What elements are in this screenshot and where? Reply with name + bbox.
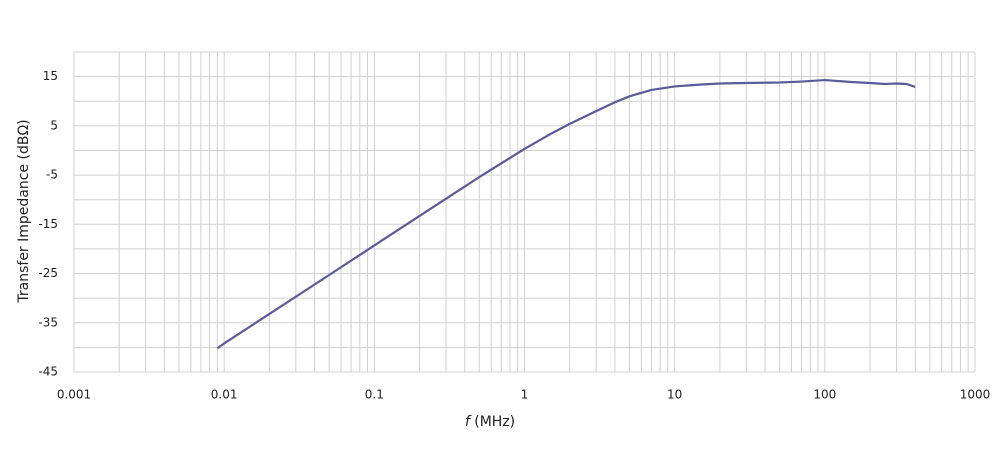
grid [73, 51, 976, 373]
y-tick-label: -35 [38, 315, 58, 329]
x-label-unit: (MHz) [474, 414, 515, 430]
y-tick-label: -5 [46, 168, 58, 182]
y-tick-label: 5 [50, 118, 58, 132]
y-axis-label: Transfer Impedance (dBΩ) [16, 119, 32, 303]
y-tick-label: 15 [43, 69, 58, 83]
data-line [216, 78, 916, 350]
x-tick-label: 1 [521, 388, 529, 402]
y-tick-label: -15 [38, 217, 58, 231]
x-tick-label: 1000 [960, 388, 991, 402]
y-tick-label: -25 [38, 266, 58, 280]
x-label-symbol: f [465, 414, 472, 430]
x-tick-label: 10 [667, 388, 682, 402]
x-axis-label: f (MHz) [465, 414, 515, 430]
y-tick-label: -45 [38, 365, 58, 379]
x-tick-label: 0.001 [57, 388, 91, 402]
x-tick-label: 100 [813, 388, 836, 402]
x-tick-label: 0.01 [211, 388, 238, 402]
x-tick-label: 0.1 [365, 388, 384, 402]
